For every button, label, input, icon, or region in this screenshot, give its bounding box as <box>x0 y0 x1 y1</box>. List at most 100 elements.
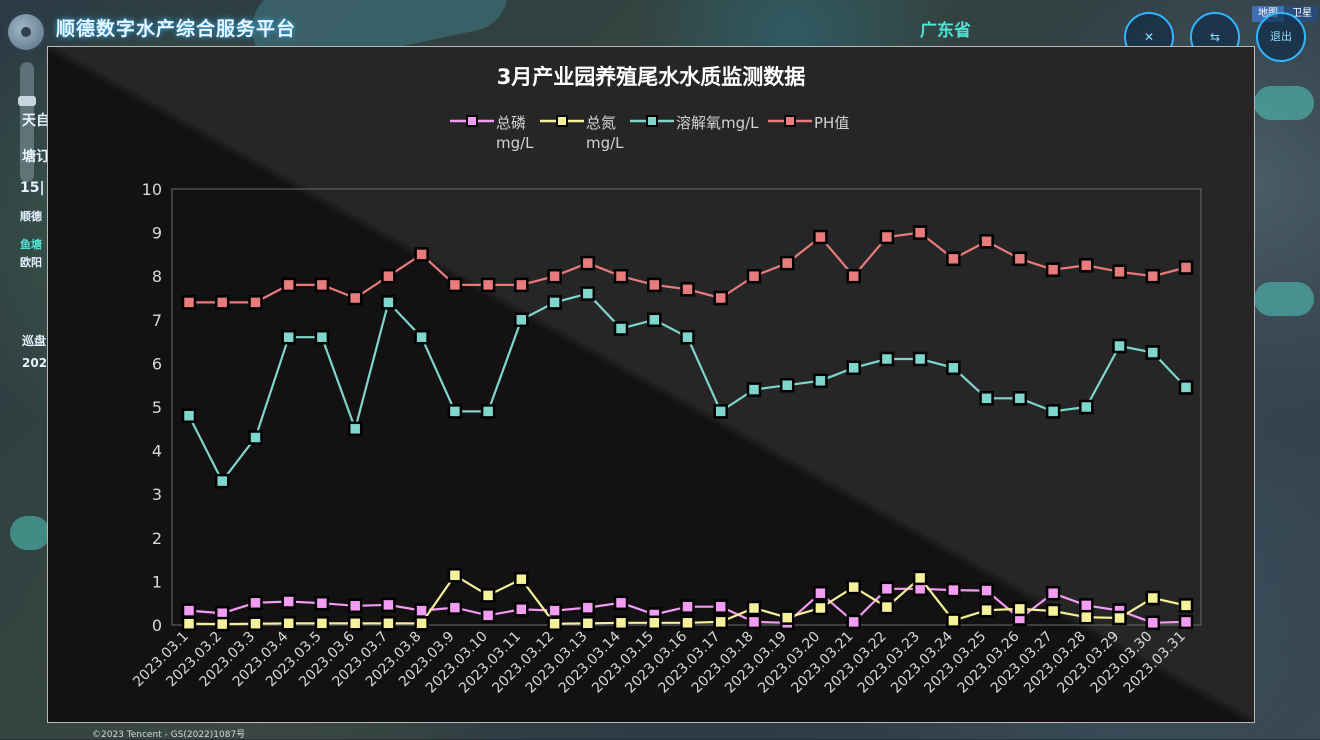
data-point <box>1012 391 1028 406</box>
data-point <box>779 255 795 271</box>
data-point <box>181 408 197 423</box>
data-point <box>514 312 529 328</box>
data-point <box>214 473 230 489</box>
data-point <box>1079 258 1094 273</box>
switch-icon: ⇆ <box>1209 30 1221 44</box>
chart-title: 3月产业园养殖尾水水质监测数据 <box>496 65 806 89</box>
data-point <box>647 312 662 328</box>
y-tick-label: 5 <box>152 398 162 417</box>
data-point <box>281 329 296 345</box>
data-point <box>813 600 828 616</box>
data-point <box>1045 404 1061 419</box>
sidebar-fragment-2: 塘订 <box>22 149 50 165</box>
data-point <box>746 268 762 284</box>
data-point <box>647 277 662 293</box>
series-line-2 <box>188 292 1187 484</box>
data-point <box>381 597 396 613</box>
data-point <box>1145 615 1161 631</box>
data-point <box>414 247 429 262</box>
data-point <box>647 615 662 631</box>
y-tick-label: 4 <box>152 442 162 461</box>
y-tick-label: 2 <box>152 529 162 548</box>
data-point <box>813 585 828 601</box>
data-point <box>813 373 828 389</box>
sidebar-fragment-3: 15| <box>20 180 45 196</box>
data-point <box>547 603 562 618</box>
data-point <box>314 277 330 293</box>
data-point <box>979 391 994 406</box>
y-tick-label: 3 <box>152 485 162 504</box>
legend-swatch <box>540 115 584 127</box>
data-point <box>248 430 263 445</box>
data-point <box>1079 399 1094 415</box>
chart-legend: 总磷 mg/L 总氮 mg/L 溶解氧mg/L PH值 <box>48 113 1254 153</box>
data-point <box>248 616 263 631</box>
y-tick-label: 1 <box>152 572 162 591</box>
sidebar-fragment-5[interactable]: 鱼塘 <box>20 238 42 251</box>
legend-item[interactable]: PH值 <box>768 113 849 133</box>
legend-item[interactable]: 溶解氧mg/L <box>630 113 759 133</box>
exit-button[interactable]: 退出 <box>1256 12 1306 62</box>
map-pan-control[interactable] <box>6 12 46 52</box>
legend-swatch <box>630 115 674 127</box>
data-point <box>680 615 695 631</box>
data-point <box>480 404 496 419</box>
sidebar-fragment-4: 顺德 <box>20 210 42 223</box>
fullscreen-icon: ✕ <box>1143 30 1155 44</box>
data-point <box>248 295 263 310</box>
legend-label: 总氮 mg/L <box>586 113 624 153</box>
legend-label-line: PH值 <box>814 114 850 132</box>
data-point <box>480 588 496 603</box>
data-point <box>946 251 961 267</box>
data-point <box>414 616 429 631</box>
data-point <box>447 568 463 583</box>
data-point <box>680 329 695 345</box>
data-point <box>314 329 330 345</box>
data-point <box>347 421 363 437</box>
data-point <box>1012 601 1028 617</box>
data-point <box>912 225 928 240</box>
data-point <box>779 610 795 625</box>
data-point <box>1112 338 1127 354</box>
legend-item[interactable]: 总磷 mg/L <box>450 113 534 153</box>
right-side-tab-2[interactable] <box>1254 282 1314 316</box>
data-point <box>879 599 895 615</box>
legend-label-line: mg/L <box>496 134 534 152</box>
sidebar-fragment-6: 欧阳 <box>20 256 42 269</box>
map-zoom-slider[interactable] <box>18 62 36 182</box>
data-point <box>879 351 895 367</box>
data-point <box>613 615 629 631</box>
zoom-slider-knob[interactable] <box>18 96 36 106</box>
right-side-tab[interactable] <box>1254 86 1314 120</box>
data-point <box>447 600 463 615</box>
data-point <box>713 290 728 306</box>
data-point <box>347 616 363 631</box>
data-point <box>414 329 429 345</box>
data-point <box>813 229 828 245</box>
chart-panel: 3月产业园养殖尾水水质监测数据 总磷 mg/L 总氮 mg/L 溶解氧mg/L PH值 0… <box>47 46 1255 723</box>
y-tick-label: 9 <box>152 224 162 243</box>
legend-label-line: 总磷 <box>496 114 527 132</box>
data-point <box>879 581 895 597</box>
data-point <box>314 595 330 611</box>
data-point <box>1178 614 1194 630</box>
data-point <box>514 602 529 617</box>
data-point <box>547 295 562 310</box>
data-point <box>181 295 197 310</box>
data-point <box>181 603 197 618</box>
data-point <box>181 616 197 631</box>
data-point <box>680 599 695 614</box>
data-point <box>480 608 496 623</box>
legend-item[interactable]: 总氮 mg/L <box>540 113 624 153</box>
data-point <box>314 616 330 631</box>
legend-label-line: 总氮 <box>586 114 617 132</box>
data-point <box>746 382 762 397</box>
data-point <box>414 603 429 618</box>
left-side-tab[interactable] <box>10 516 50 550</box>
data-point <box>580 600 596 615</box>
data-point <box>547 268 562 284</box>
data-point <box>1012 251 1028 267</box>
data-point <box>381 268 396 284</box>
data-point <box>580 255 596 271</box>
data-point <box>946 360 961 376</box>
